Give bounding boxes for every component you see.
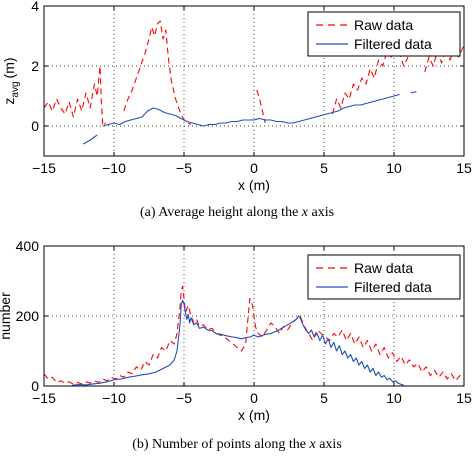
chart-a-legend-filtered-label: Filtered data (354, 36, 432, 52)
chart-b-ticks: −15 −10 −5 0 5 10 15 0 200 400 (16, 238, 472, 406)
chart-b-series (44, 285, 464, 386)
y-tick-label: 4 (31, 0, 39, 14)
x-tick-label: −10 (102, 390, 126, 406)
chart-a-caption-suffix: axis (312, 205, 335, 220)
chart-b-y-axis-label: number (0, 292, 13, 340)
chart-a-y-label-sub: avg (10, 81, 21, 97)
x-tick-label: 5 (320, 160, 328, 176)
chart-a-legend-box (307, 11, 461, 57)
chart-b-legend: Raw data Filtered data (307, 254, 461, 300)
chart-a-caption-var: x (301, 205, 309, 220)
chart-a-x-axis-label: x (m) (238, 177, 270, 193)
x-tick-label: −5 (176, 390, 192, 406)
chart-b-caption-suffix: axis (319, 437, 342, 452)
raw-data-series-line (331, 47, 409, 115)
x-tick-label: 10 (386, 390, 402, 406)
chart-a-legend: Raw data Filtered data (307, 11, 461, 57)
chart-a-average-height: −15 −10 −5 0 5 10 15 0 2 4 Raw data Filtered data… (1, 0, 472, 220)
x-tick-label: 0 (250, 390, 258, 406)
chart-a-y-label-main: z (1, 98, 17, 105)
chart-a-caption: (a) Average height along the x axis (140, 205, 334, 220)
raw-data-series-line (256, 89, 266, 124)
raw-data-series-line (123, 20, 192, 125)
filtered-data-series-line (71, 299, 404, 386)
y-tick-label: 400 (16, 238, 40, 254)
x-tick-label: 10 (386, 160, 402, 176)
filtered-data-series-line (82, 134, 98, 145)
chart-a-y-axis-label: zavg (m) (1, 57, 21, 104)
x-tick-label: 15 (456, 160, 472, 176)
x-tick-label: −5 (176, 160, 192, 176)
x-tick-label: −10 (102, 160, 126, 176)
chart-a-legend-raw-label: Raw data (354, 17, 413, 33)
chart-b-legend-box (307, 254, 461, 300)
y-tick-label: 0 (31, 378, 39, 394)
chart-a-ticks: −15 −10 −5 0 5 10 15 0 2 4 (31, 0, 472, 176)
chart-b-caption-prefix: (b) Number of points along the (132, 437, 306, 452)
chart-b-legend-raw-label: Raw data (354, 260, 413, 276)
x-tick-label: −15 (32, 160, 56, 176)
filtered-data-series-line (410, 90, 417, 94)
chart-b-legend-filtered-label: Filtered data (354, 279, 432, 295)
filtered-data-series-line (102, 93, 400, 127)
chart-a-caption-prefix: (a) Average height along the (140, 205, 298, 220)
raw-data-series-line (44, 65, 107, 127)
x-tick-label: −15 (32, 390, 56, 406)
chart-a-y-label-unit: (m) (1, 57, 17, 78)
chart-b-x-axis-label: x (m) (238, 407, 270, 423)
chart-b-caption: (b) Number of points along the x axis (132, 437, 342, 452)
x-tick-label: 15 (456, 390, 472, 406)
y-tick-label: 0 (31, 118, 39, 134)
x-tick-label: 5 (320, 390, 328, 406)
x-tick-label: 0 (250, 160, 258, 176)
chart-b-number-of-points: −15 −10 −5 0 5 10 15 0 200 400 Raw data Filtered … (0, 238, 472, 452)
y-tick-label: 2 (31, 58, 39, 74)
y-tick-label: 200 (16, 308, 40, 324)
chart-b-caption-var: x (309, 437, 317, 452)
chart-b-gridlines (44, 246, 464, 386)
